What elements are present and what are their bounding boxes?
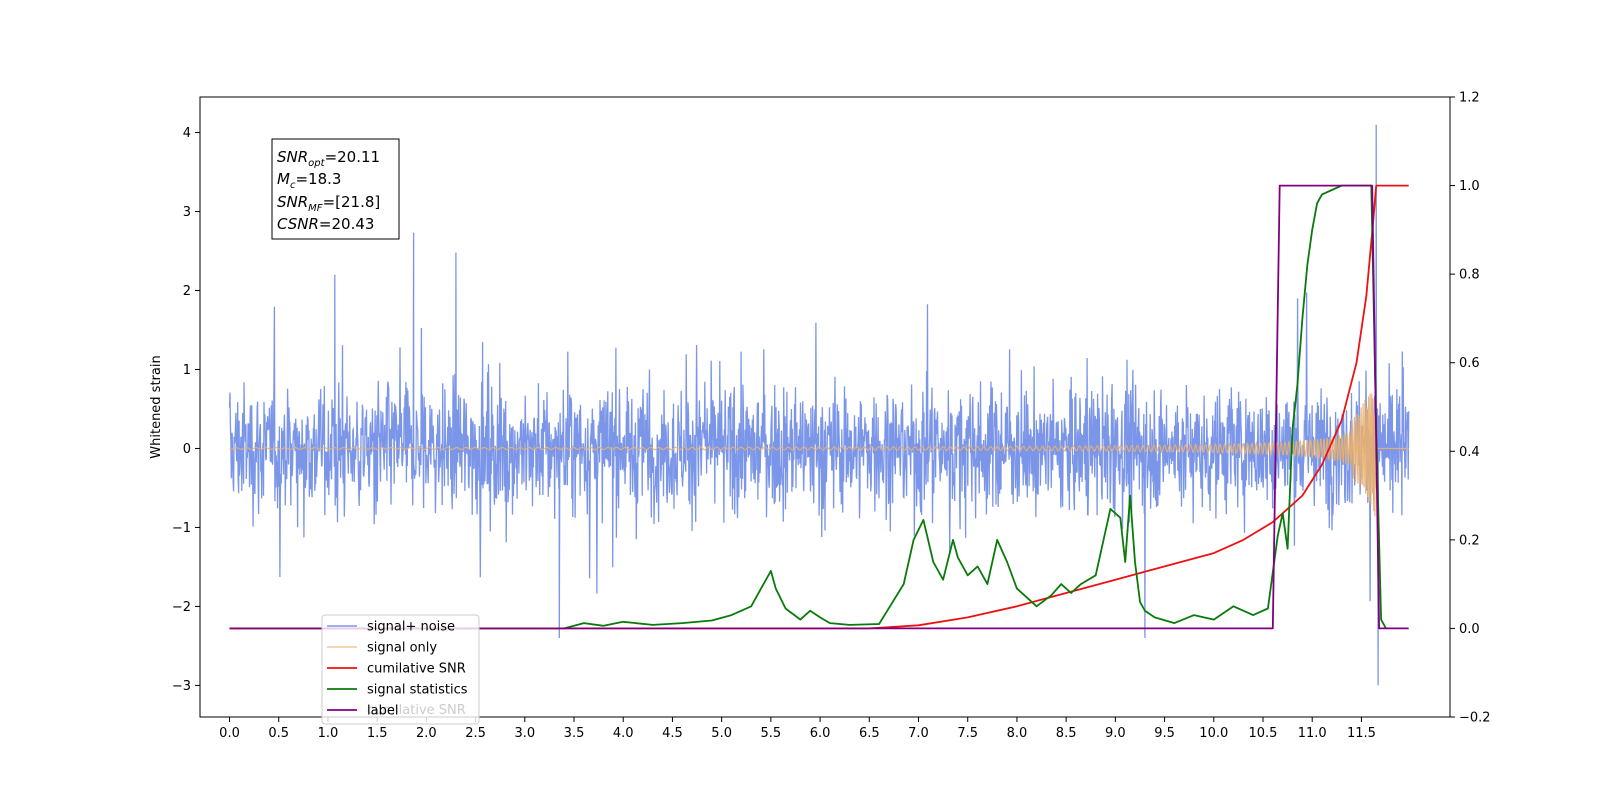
x-tick-label: 5.0 <box>711 726 732 741</box>
x-tick-label: 9.5 <box>1154 726 1175 741</box>
axes-frame <box>199 96 1451 718</box>
legend-label: cumilative SNR <box>367 662 466 677</box>
x-tick-label: 6.0 <box>810 726 831 741</box>
y2-tick-label: −0.2 <box>1459 711 1491 726</box>
y-tick-label: 1 <box>183 363 191 378</box>
x-tick-label: 3.0 <box>514 726 535 741</box>
annotation-line: SNRopt=20.11 <box>277 148 380 169</box>
y2-tick-label: 0.8 <box>1459 268 1480 283</box>
series-signal-only-line <box>229 393 1409 517</box>
x-tick-label: 1.5 <box>367 726 388 741</box>
series-cumilative-snr-line <box>229 184 1409 630</box>
y-tick-label: 3 <box>183 205 191 220</box>
plot-area <box>228 124 1410 686</box>
x-tick-label: 9.0 <box>1105 726 1126 741</box>
x-axis: 0.0 0.5 1.0 1.5 2.0 2.5 3.0 3.5 4.0 4.5 5.0 5.5 6.0 6… <box>219 717 1376 741</box>
y-tick-label: −1 <box>172 521 191 536</box>
y2-tick-label: 1.0 <box>1459 179 1480 194</box>
x-tick-label: 0.5 <box>268 726 289 741</box>
annotation-line: Mc=18.3 <box>277 170 341 191</box>
y2-tick-label: 1.2 <box>1459 91 1480 106</box>
legend-label: signal+ noise <box>367 620 455 635</box>
y-tick-label: −3 <box>172 679 191 694</box>
x-tick-label: 7.5 <box>957 726 978 741</box>
x-tick-label: 6.5 <box>859 726 880 741</box>
y-axis-label: Whitened strain <box>149 355 164 458</box>
x-tick-label: 10.0 <box>1199 726 1228 741</box>
y-axis-left: −3 −2 −1 0 1 2 3 4 <box>172 126 200 694</box>
x-tick-label: 1.0 <box>318 726 339 741</box>
legend-items: signal+ noise signal only cumilative SNR si… <box>327 620 468 719</box>
legend-label: label <box>367 704 398 719</box>
series-label-line <box>229 184 1409 630</box>
annotation-line: SNRMF=[21.8] <box>277 193 380 214</box>
x-tick-label: 11.5 <box>1347 726 1376 741</box>
x-tick-label: 5.5 <box>761 726 782 741</box>
legend-frame <box>321 614 480 725</box>
x-tick-label: 2.0 <box>416 726 437 741</box>
y-tick-label: 4 <box>183 126 191 141</box>
x-tick-label: 4.0 <box>613 726 634 741</box>
legend-ghost-text: cumilative SNR <box>367 703 466 718</box>
y-tick-label: 0 <box>183 442 191 457</box>
annotation-line: CSNR=20.43 <box>277 215 374 233</box>
y2-tick-label: 0.0 <box>1459 622 1480 637</box>
x-tick-label: 4.5 <box>662 726 683 741</box>
series-signal-noise-line <box>228 124 1410 686</box>
x-tick-label: 7.0 <box>908 726 929 741</box>
annotation-box: SNRopt=20.11 Mc=18.3 SNRMF=[21.8] CSNR=2… <box>271 138 400 240</box>
x-tick-label: 11.0 <box>1298 726 1327 741</box>
x-tick-label: 8.0 <box>1007 726 1028 741</box>
legend: cumilative SNR signal+ noise signal only c… <box>321 614 480 725</box>
series-signal-statistics-line <box>229 184 1387 630</box>
y2-tick-label: 0.4 <box>1459 445 1480 460</box>
x-tick-label: 3.5 <box>564 726 585 741</box>
y2-tick-label: 0.6 <box>1459 356 1480 371</box>
x-tick-label: 2.5 <box>465 726 486 741</box>
x-tick-label: 0.0 <box>219 726 240 741</box>
x-tick-label: 8.5 <box>1056 726 1077 741</box>
y-tick-label: −2 <box>172 600 191 615</box>
y-axis-right: −0.2 0.0 0.2 0.4 0.6 0.8 1.0 1.2 <box>1450 91 1491 726</box>
x-tick-label: 10.5 <box>1249 726 1278 741</box>
y2-tick-label: 0.2 <box>1459 533 1480 548</box>
y-tick-label: 2 <box>183 284 191 299</box>
legend-label: signal statistics <box>367 683 468 698</box>
legend-label: signal only <box>367 641 437 656</box>
